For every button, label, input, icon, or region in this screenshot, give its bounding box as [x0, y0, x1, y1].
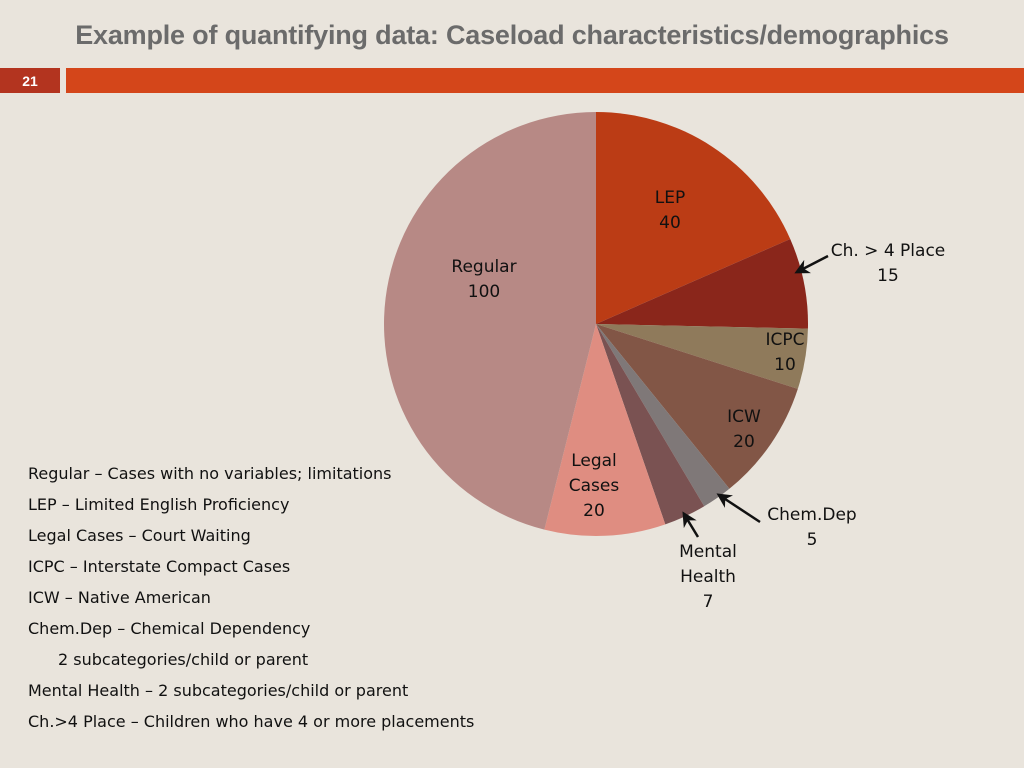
pie-slice-regular — [384, 112, 596, 530]
legend-notes: Regular – Cases with no variables; limit… — [28, 463, 474, 742]
legend-note: ICW – Native American — [28, 588, 211, 607]
legend-note: Chem.Dep – Chemical Dependency — [28, 619, 311, 638]
slice-label: Regular 100 — [451, 257, 516, 302]
slice-label: ICPC 10 — [765, 330, 804, 375]
legend-note: ICPC – Interstate Compact Cases — [28, 557, 291, 576]
slice-label: Mental Health 7 — [679, 542, 737, 612]
slice-label: Legal Cases 20 — [569, 451, 620, 521]
slide-title: Example of quantifying data: Caseload ch… — [75, 20, 949, 50]
pie-slice-icpc — [596, 324, 808, 389]
legend-note: LEP – Limited English Proficiency — [28, 495, 290, 514]
legend-note: Mental Health – 2 subcategories/child or… — [28, 681, 409, 700]
slice-label: LEP 40 — [655, 188, 685, 233]
title-accent-bar — [66, 68, 1024, 93]
callout-arrow-mental-health — [682, 511, 700, 538]
legend-note: Legal Cases – Court Waiting — [28, 526, 251, 545]
pie-slice-lep — [596, 111, 791, 324]
pie-slice-ch-4-place — [596, 238, 808, 329]
pie-slice-icw — [596, 324, 798, 489]
legend-note: Regular – Cases with no variables; limit… — [28, 464, 392, 483]
legend-note: 2 subcategories/child or parent — [58, 650, 309, 669]
callout-arrow-ch4 — [794, 254, 829, 274]
slide-number-badge: 21 — [0, 68, 60, 93]
pie-slice-chem-dep — [596, 324, 730, 507]
legend-note: Ch.>4 Place – Children who have 4 or mor… — [28, 712, 475, 731]
pie-slice-legal-cases — [544, 324, 666, 537]
pie-slice-mental-health — [596, 324, 705, 525]
slice-label: Chem.Dep 5 — [767, 505, 856, 550]
callout-arrow-chem-dep — [716, 493, 761, 524]
slice-label: ICW 20 — [727, 407, 761, 452]
slice-label: Ch. > 4 Place 15 — [831, 241, 946, 286]
